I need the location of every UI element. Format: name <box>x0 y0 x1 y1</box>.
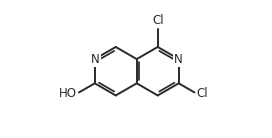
Text: N: N <box>90 53 99 66</box>
Text: Cl: Cl <box>152 14 163 27</box>
Text: Cl: Cl <box>197 87 208 100</box>
Text: HO: HO <box>59 87 77 100</box>
Text: N: N <box>174 53 183 66</box>
